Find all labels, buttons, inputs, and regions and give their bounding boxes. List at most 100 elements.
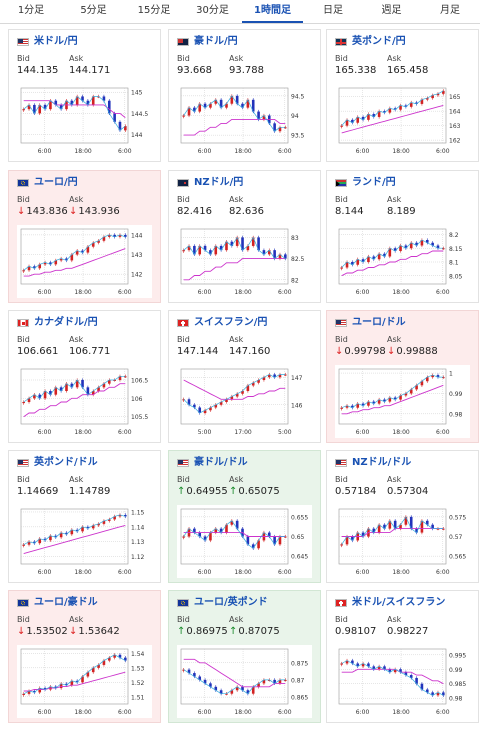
ask-value: ↑0.65075	[229, 486, 280, 497]
pair-name[interactable]: スイスフラン/円	[194, 317, 268, 328]
tab-4[interactable]: 1時間足	[242, 0, 303, 23]
candle-body	[198, 532, 202, 537]
candle-body	[219, 99, 223, 108]
x-tick-label: 6:00	[198, 148, 212, 155]
rate-card[interactable]: 豪ドル/ドル Bid Ask ↑0.64955 ↑0.65075 0.655 0.65 0.6…	[168, 450, 321, 583]
candle-body	[442, 90, 445, 94]
tab-0[interactable]: 1分足	[17, 5, 45, 16]
down-arrow-icon: ↓	[69, 206, 78, 217]
rate-card[interactable]: NZドル/円 Bid Ask 82.416 82.636 83 82.5 82 6:00 18:0…	[168, 170, 321, 303]
mini-chart[interactable]: 0.655 0.65 0.645 6:00 18:00 6:00	[177, 505, 312, 578]
pair-name[interactable]: 豪ドル/ドル	[194, 457, 248, 468]
pair-header[interactable]: 米ドル/スイスフラン	[335, 597, 445, 609]
candle-body	[442, 528, 445, 530]
ask-value: 8.189	[387, 206, 416, 217]
pair-name[interactable]: 米ドル/スイスフラン	[352, 597, 446, 608]
timeframe-tabs: 1分足 5分足 15分足 30分足 1時間足 日足 週足 月足	[0, 0, 480, 24]
pair-name[interactable]: ランド/円	[352, 177, 396, 188]
candle-body	[203, 679, 207, 684]
mini-chart[interactable]: 0.575 0.57 0.565 6:00 18:00 6:00	[335, 505, 470, 578]
pair-name[interactable]: 英ポンド/円	[352, 36, 406, 47]
pair-name[interactable]: 米ドル/円	[34, 36, 78, 47]
mini-chart[interactable]: 8.2 8.15 8.1 8.05 6:00 18:00 6:00	[335, 225, 470, 298]
rate-card[interactable]: ユーロ/豪ドル Bid Ask ↓1.53502 ↓1.53642 1.54 1.53 1.5…	[8, 590, 161, 723]
pair-name[interactable]: ユーロ/英ポンド	[194, 597, 268, 608]
candle-body	[70, 383, 74, 388]
rate-card[interactable]: 英ポンド/円 Bid Ask 165.338 165.458 165 164 163 162 6:…	[326, 29, 479, 162]
pair-header[interactable]: NZドル/円	[177, 177, 243, 189]
tab-6[interactable]: 週足	[381, 5, 402, 16]
plot-frame	[20, 228, 129, 285]
tab-5[interactable]: 日足	[323, 5, 343, 16]
rate-card[interactable]: ユーロ/英ポンド Bid Ask ↑0.86975 ↑0.87075 0.875 0.87 0…	[168, 590, 321, 723]
ask-value: 106.771	[69, 346, 110, 357]
pair-name[interactable]: ユーロ/ドル	[352, 317, 406, 328]
rate-card[interactable]: カナダドル/円 Bid Ask 106.661 106.771 106.5 106 105.5…	[8, 310, 161, 443]
pair-header[interactable]: ユーロ/豪ドル	[17, 597, 98, 609]
y-tick-label: 105.5	[131, 414, 148, 421]
pair-name[interactable]: 英ポンド/ドル	[34, 457, 98, 468]
candle-body	[97, 523, 100, 526]
rate-card[interactable]: 英ポンド/ドル Bid Ask 1.14669 1.14789 1.15 1.14 1.13 1…	[8, 450, 161, 583]
mini-chart[interactable]: 1 0.99 0.98 6:00 18:00 6:00	[335, 365, 470, 438]
up-arrow-icon: ↑	[177, 626, 186, 637]
pair-name[interactable]: ユーロ/豪ドル	[34, 597, 98, 608]
pair-header[interactable]: 豪ドル/円	[177, 36, 238, 48]
pair-name[interactable]: NZドル/円	[194, 177, 244, 188]
pair-header[interactable]: 英ポンド/ドル	[17, 457, 98, 469]
x-tick-label: 6:00	[356, 148, 370, 155]
tab-2[interactable]: 15分足	[137, 5, 171, 16]
candle-body	[367, 114, 370, 120]
candle-body	[246, 536, 250, 545]
pair-header[interactable]: NZドル/ドル	[335, 457, 411, 469]
tab-1[interactable]: 5分足	[80, 5, 107, 16]
x-tick-label: 6:00	[356, 289, 370, 296]
pair-header[interactable]: ユーロ/円	[17, 177, 78, 189]
mini-chart[interactable]: 83 82.5 82 6:00 18:00 6:00	[177, 225, 312, 298]
pair-header[interactable]: 米ドル/円	[17, 36, 78, 48]
rate-card[interactable]: 米ドル/スイスフラン Bid Ask 0.98107 0.98227 0.995 0.99 0…	[326, 590, 479, 723]
pair-header[interactable]: ユーロ/ドル	[335, 317, 406, 329]
mini-chart[interactable]: 147 146 5:00 17:00 5:00	[177, 365, 312, 438]
pair-header[interactable]: 英ポンド/円	[335, 36, 406, 48]
mini-chart[interactable]: 165 164 163 162 6:00 18:00 6:00	[335, 84, 470, 157]
candle-body	[393, 248, 397, 251]
pair-name[interactable]: 豪ドル/円	[194, 36, 238, 47]
pair-header[interactable]: ランド/円	[335, 177, 396, 189]
pair-header[interactable]: ユーロ/英ポンド	[177, 597, 268, 609]
mini-chart[interactable]: 1.15 1.14 1.13 1.12 6:00 18:00 6:00	[17, 505, 152, 578]
pair-header[interactable]: 豪ドル/ドル	[177, 457, 248, 469]
rate-card[interactable]: ユーロ/ドル Bid Ask ↓0.99798 ↓0.99888 1 0.99 0.98 6:0…	[326, 310, 479, 443]
candle-body	[214, 99, 218, 104]
pair-header[interactable]: カナダドル/円	[17, 317, 98, 329]
bid-price: 0.99798	[344, 346, 386, 357]
bid-price: 0.86975	[186, 626, 228, 637]
mini-chart[interactable]: 1.54 1.53 1.52 1.51 6:00 18:00 6:00	[17, 645, 152, 718]
mini-chart[interactable]: 0.875 0.87 0.865 6:00 18:00 6:00	[177, 645, 312, 718]
candle-body	[113, 234, 116, 237]
rate-card[interactable]: NZドル/ドル Bid Ask 0.57184 0.57304 0.575 0.57 0.56…	[326, 450, 479, 583]
y-tick-label: 146	[291, 402, 303, 409]
rate-card[interactable]: ユーロ/円 Bid Ask ↓143.836 ↓143.936 144 143 142 6:00…	[8, 170, 161, 303]
rate-card[interactable]: 米ドル/円 Bid Ask 144.135 144.171 145 144.5 144 6:00…	[8, 29, 161, 162]
moving-average-line	[23, 671, 126, 692]
tab-7[interactable]: 月足	[440, 5, 460, 16]
mini-chart[interactable]: 94.5 94 93.5 6:00 18:00 6:00	[177, 84, 312, 157]
bid-price: 1.53502	[26, 626, 68, 637]
mini-chart[interactable]: 0.995 0.99 0.985 0.98 6:00 18:00 6:00	[335, 645, 470, 718]
rate-card[interactable]: 豪ドル/円 Bid Ask 93.668 93.788 94.5 94 93.5 6:00 18:…	[168, 29, 321, 162]
rate-card[interactable]: スイスフラン/円 Bid Ask 147.144 147.160 147 146 5:00 17…	[168, 310, 321, 443]
mini-chart[interactable]: 144 143 142 6:00 18:00 6:00	[17, 225, 152, 298]
tab-3[interactable]: 30分足	[196, 5, 229, 16]
flag-eu-icon	[17, 599, 29, 607]
mini-chart[interactable]: 106.5 106 105.5 6:00 18:00 6:00	[17, 365, 152, 438]
candle-body	[345, 262, 349, 268]
mini-chart[interactable]: 145 144.5 144 6:00 18:00 6:00	[17, 84, 152, 157]
pair-name[interactable]: NZドル/ドル	[352, 457, 412, 468]
candle-body	[273, 123, 276, 132]
pair-header[interactable]: スイスフラン/円	[177, 317, 267, 329]
pair-name[interactable]: カナダドル/円	[34, 317, 98, 328]
candle-body	[267, 679, 271, 681]
rate-card[interactable]: ランド/円 Bid Ask 8.144 8.189 8.2 8.15 8.1 8.05 6:00 1…	[326, 170, 479, 303]
pair-name[interactable]: ユーロ/円	[34, 177, 78, 188]
